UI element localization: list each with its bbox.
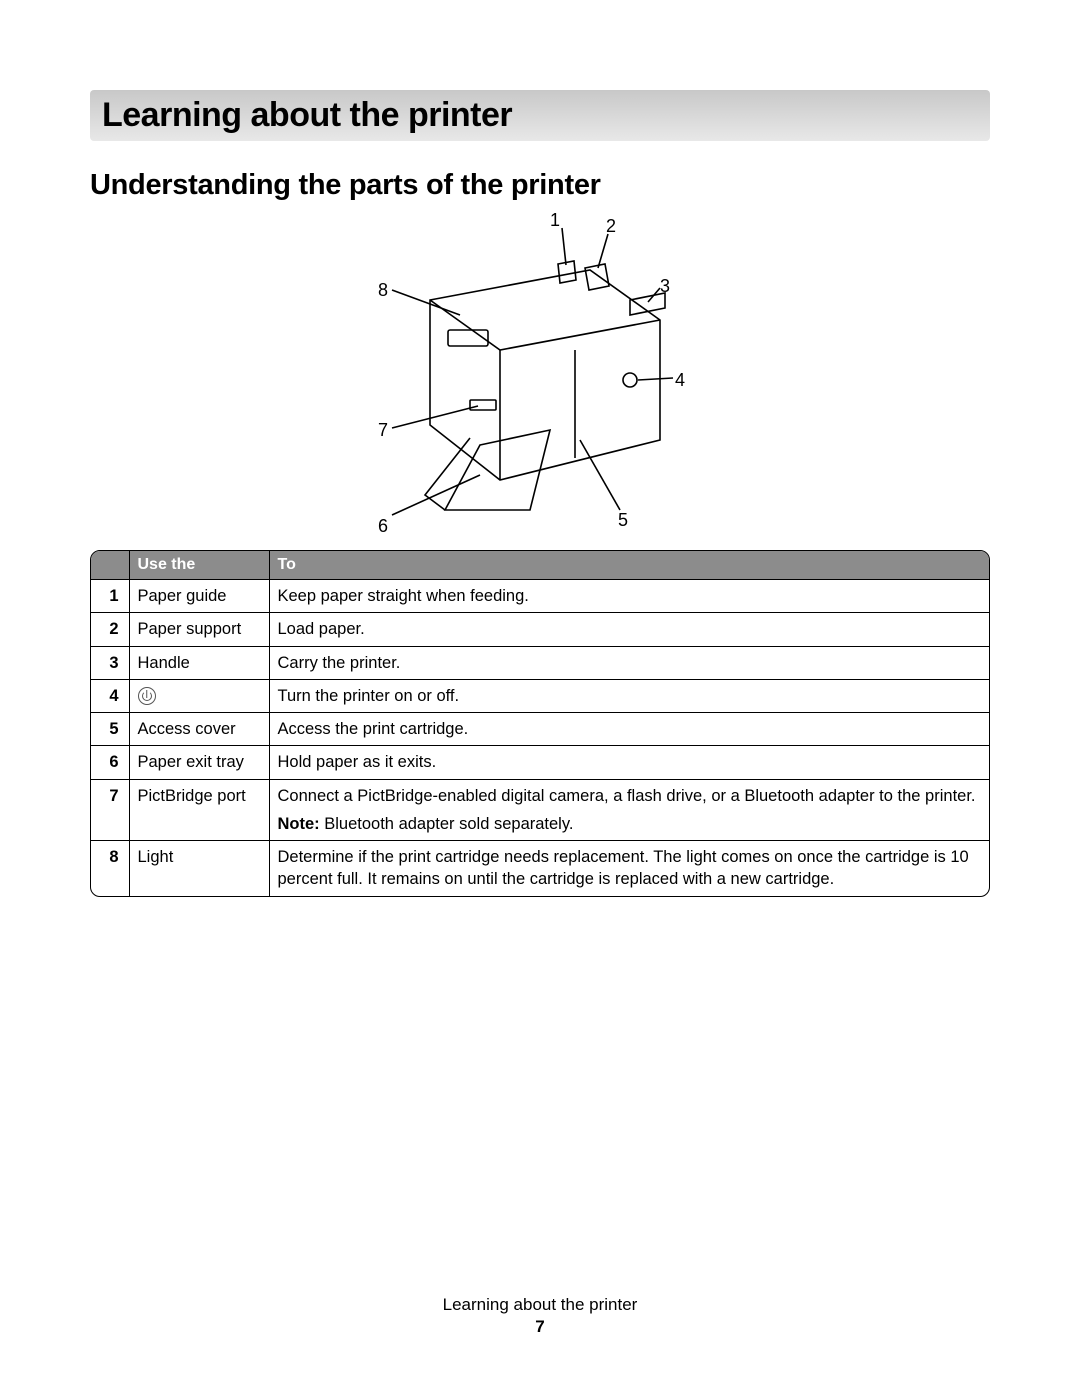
row-number: 3: [91, 646, 129, 679]
row-number: 7: [91, 779, 129, 841]
diagram-callout-6: 6: [378, 516, 388, 537]
part-name: [129, 679, 269, 712]
parts-table: Use the To 1Paper guideKeep paper straig…: [91, 551, 989, 896]
note-label: Note:: [278, 815, 320, 833]
diagram-callout-2: 2: [606, 216, 616, 237]
parts-table-wrap: Use the To 1Paper guideKeep paper straig…: [90, 550, 990, 897]
part-description: Carry the printer.: [269, 646, 989, 679]
row-number: 5: [91, 713, 129, 746]
power-icon: [138, 687, 156, 705]
part-description: Keep paper straight when feeding.: [269, 580, 989, 613]
part-name: Paper support: [129, 613, 269, 646]
table-row: 7PictBridge portConnect a PictBridge-ena…: [91, 779, 989, 841]
printer-diagram-wrap: 1 2 3 4 5 6 7 8: [90, 210, 990, 540]
part-description: Connect a PictBridge-enabled digital cam…: [269, 779, 989, 841]
part-name: Light: [129, 841, 269, 896]
diagram-callout-8: 8: [378, 280, 388, 301]
row-number: 1: [91, 580, 129, 613]
printer-svg: [330, 210, 750, 540]
col-to: To: [269, 551, 989, 580]
part-name: Paper guide: [129, 580, 269, 613]
manual-page: Learning about the printer Understanding…: [0, 0, 1080, 1397]
part-description: Determine if the print cartridge needs r…: [269, 841, 989, 896]
chapter-title-bar: Learning about the printer: [90, 90, 990, 141]
col-use-the: Use the: [129, 551, 269, 580]
table-row: 1Paper guideKeep paper straight when fee…: [91, 580, 989, 613]
parts-table-head: Use the To: [91, 551, 989, 580]
diagram-callout-1: 1: [550, 210, 560, 231]
table-row: 5Access coverAccess the print cartridge.: [91, 713, 989, 746]
table-row: 3HandleCarry the printer.: [91, 646, 989, 679]
chapter-title: Learning about the printer: [102, 96, 978, 135]
diagram-callout-5: 5: [618, 510, 628, 531]
part-description: Access the print cartridge.: [269, 713, 989, 746]
col-blank: [91, 551, 129, 580]
diagram-callout-4: 4: [675, 370, 685, 391]
running-head: Learning about the printer: [0, 1295, 1080, 1315]
page-number: 7: [0, 1317, 1080, 1337]
part-name: Paper exit tray: [129, 746, 269, 779]
page-footer: Learning about the printer 7: [0, 1295, 1080, 1337]
table-row: 4 Turn the printer on or off.: [91, 679, 989, 712]
table-row: 6Paper exit trayHold paper as it exits.: [91, 746, 989, 779]
row-number: 2: [91, 613, 129, 646]
diagram-callout-3: 3: [660, 276, 670, 297]
diagram-callout-7: 7: [378, 420, 388, 441]
parts-table-body: 1Paper guideKeep paper straight when fee…: [91, 580, 989, 896]
part-name: PictBridge port: [129, 779, 269, 841]
section-title: Understanding the parts of the printer: [90, 169, 990, 202]
table-row: 2Paper supportLoad paper.: [91, 613, 989, 646]
row-number: 4: [91, 679, 129, 712]
part-description: Load paper.: [269, 613, 989, 646]
printer-diagram: 1 2 3 4 5 6 7 8: [330, 210, 750, 540]
row-number: 8: [91, 841, 129, 896]
part-name: Access cover: [129, 713, 269, 746]
row-number: 6: [91, 746, 129, 779]
part-description: Hold paper as it exits.: [269, 746, 989, 779]
part-description: Turn the printer on or off.: [269, 679, 989, 712]
table-row: 8LightDetermine if the print cartridge n…: [91, 841, 989, 896]
part-name: Handle: [129, 646, 269, 679]
